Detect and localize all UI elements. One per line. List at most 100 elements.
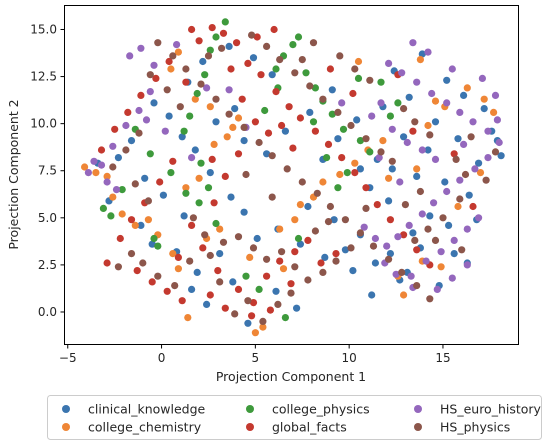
point-clinical_knowledge-61 (137, 221, 145, 229)
point-college_chemistry-44 (354, 57, 363, 66)
point-clinical_knowledge-29 (349, 267, 357, 275)
point-global_facts-35 (156, 178, 164, 186)
point-HS_euro_history-17 (443, 99, 451, 107)
point-HS_physics-12 (326, 202, 334, 211)
point-HS_euro_history-7 (137, 44, 145, 52)
legend: clinical_knowledge college_chemistry colle… (47, 395, 542, 440)
point-HS_physics-72 (411, 236, 419, 244)
point-clinical_knowledge-14 (413, 172, 421, 180)
point-HS_euro_history-16 (428, 89, 436, 98)
point-HS_euro_history-47 (448, 65, 456, 73)
point-HS_physics-8 (268, 152, 276, 160)
x-tick-label: 10 (342, 351, 357, 365)
point-HS_physics-45 (234, 233, 243, 241)
point-HS_physics-90 (431, 236, 440, 244)
point-HS_euro_history-51 (368, 112, 376, 120)
point-clinical_knowledge-46 (231, 105, 239, 113)
point-global_facts-8 (285, 103, 293, 111)
point-college_physics-25 (182, 189, 190, 197)
legend-marker-college_chemistry (62, 423, 70, 431)
point-college_chemistry-40 (437, 263, 445, 271)
point-HS_physics-36 (114, 263, 122, 271)
point-HS_euro_history-1 (97, 161, 106, 169)
point-HS_euro_history-27 (418, 210, 426, 218)
point-global_facts-45 (221, 304, 229, 312)
point-HS_physics-48 (278, 248, 286, 256)
point-HS_physics-42 (189, 214, 197, 222)
point-global_facts-69 (289, 144, 297, 152)
point-clinical_knowledge-23 (371, 259, 379, 267)
point-HS_euro_history-63 (161, 127, 169, 135)
point-global_facts-46 (234, 285, 243, 293)
point-HS_euro_history-15 (413, 78, 421, 86)
point-clinical_knowledge-36 (206, 169, 214, 177)
point-HS_physics-24 (306, 82, 314, 90)
point-HS_physics-77 (163, 86, 171, 94)
point-college_physics-35 (255, 285, 263, 293)
point-HS_euro_history-12 (90, 157, 98, 165)
point-college_physics-31 (118, 186, 126, 194)
point-global_facts-54 (214, 267, 222, 275)
point-college_physics-1 (289, 41, 297, 49)
point-college_physics-4 (302, 69, 310, 77)
point-global_facts-12 (338, 154, 346, 162)
point-HS_physics-22 (276, 56, 284, 64)
point-global_facts-63 (450, 150, 458, 158)
point-clinical_knowledge-81 (193, 268, 201, 276)
point-clinical_knowledge-66 (244, 319, 252, 327)
point-HS_physics-20 (248, 31, 256, 39)
point-HS_euro_history-26 (430, 199, 438, 207)
legend-label-global_facts: global_facts (272, 420, 347, 435)
point-college_chemistry-14 (229, 123, 237, 131)
point-HS_physics-40 (186, 257, 194, 265)
legend-label-HS_physics: HS_physics (440, 420, 510, 435)
point-clinical_knowledge-35 (227, 193, 235, 201)
point-college_physics-21 (197, 159, 205, 167)
point-global_facts-21 (251, 118, 259, 126)
point-HS_physics-85 (362, 204, 370, 212)
point-HS_euro_history-46 (478, 74, 486, 82)
point-HS_physics-0 (154, 39, 162, 47)
point-HS_physics-58 (287, 289, 295, 297)
point-HS_physics-62 (366, 76, 374, 84)
x-axis-label: Projection Component 1 (216, 369, 366, 384)
point-HS_physics-35 (127, 250, 136, 258)
point-HS_physics-51 (319, 268, 327, 276)
point-HS_euro_history-11 (103, 178, 111, 186)
point-clinical_knowledge-68 (293, 304, 301, 312)
point-college_physics-3 (272, 65, 280, 73)
point-college_physics-10 (366, 148, 374, 156)
point-HS_physics-44 (219, 238, 228, 246)
point-HS_euro_history-4 (135, 106, 143, 115)
point-clinical_knowledge-56 (127, 137, 136, 145)
point-HS_physics-49 (291, 263, 299, 271)
point-HS_euro_history-8 (150, 61, 158, 69)
point-HS_euro_history-22 (484, 154, 492, 162)
point-global_facts-70 (326, 65, 334, 73)
point-clinical_knowledge-60 (180, 212, 188, 220)
y-tick-label: 10.0 (30, 117, 57, 131)
point-college_chemistry-37 (490, 108, 498, 116)
x-tick-label: 0 (158, 351, 166, 365)
point-HS_physics-89 (456, 195, 464, 203)
point-clinical_knowledge-8 (454, 135, 462, 143)
point-HS_physics-17 (398, 268, 406, 276)
point-college_chemistry-49 (246, 253, 254, 261)
point-HS_physics-38 (154, 272, 162, 280)
point-clinical_knowledge-53 (353, 116, 361, 124)
point-global_facts-30 (137, 91, 145, 99)
point-global_facts-5 (244, 59, 252, 67)
point-global_facts-1 (195, 37, 203, 45)
point-HS_euro_history-18 (456, 108, 464, 116)
point-clinical_knowledge-12 (400, 133, 408, 141)
point-clinical_knowledge-37 (191, 146, 199, 154)
point-clinical_knowledge-73 (497, 152, 505, 160)
point-global_facts-44 (206, 291, 214, 299)
point-HS_physics-56 (259, 317, 267, 325)
point-clinical_knowledge-33 (253, 234, 261, 243)
point-college_chemistry-43 (400, 291, 408, 299)
point-college_physics-8 (339, 125, 348, 133)
point-clinical_knowledge-30 (321, 253, 329, 261)
point-global_facts-58 (227, 65, 235, 73)
point-HS_physics-64 (298, 56, 306, 64)
